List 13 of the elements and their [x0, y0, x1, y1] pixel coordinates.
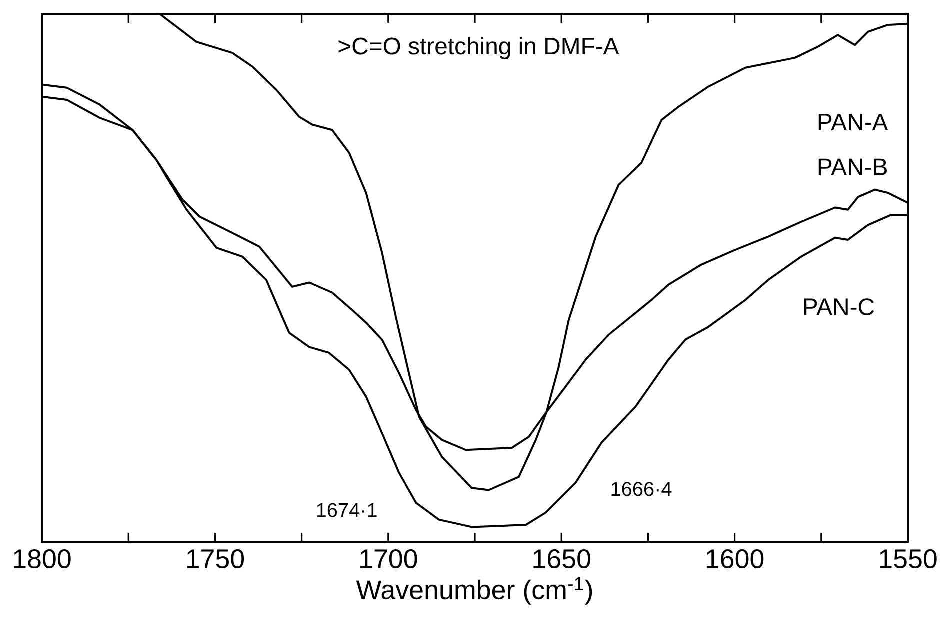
series-label: PAN-C — [804, 298, 874, 316]
x-tick-label: 1800 — [14, 550, 71, 569]
x-tick-label: 1650 — [534, 550, 590, 569]
annotation: 1674·1 — [317, 503, 377, 518]
text: >C=O stretching in DMF-A — [338, 37, 620, 60]
series-label: PAN-B — [818, 158, 887, 176]
x-tick-label: 1750 — [187, 550, 244, 569]
x-tick-label: 1700 — [360, 550, 418, 569]
x-axis-title: Wavenumber (cm$^{-1}$) — [356, 577, 592, 605]
annotation: 1666·4 — [612, 482, 672, 496]
text: PAN-A — [818, 114, 888, 130]
x-tick-label: 1600 — [706, 550, 764, 569]
x-tick-label: 1550 — [880, 550, 937, 569]
